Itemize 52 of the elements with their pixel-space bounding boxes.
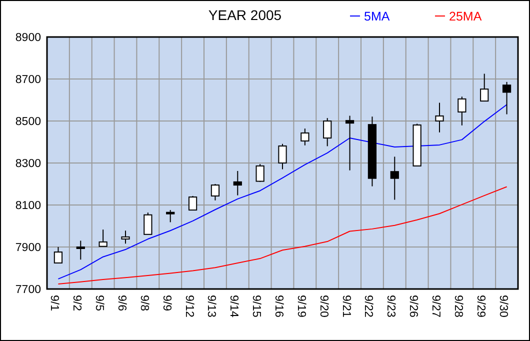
x-tick-label: 9/1 xyxy=(48,295,60,311)
x-tick-label: 9/20 xyxy=(317,295,330,318)
candlestick xyxy=(210,184,220,201)
x-tick-label: 9/8 xyxy=(138,295,150,311)
line-series xyxy=(58,104,508,280)
candlestick xyxy=(144,212,152,235)
x-tick-label: 9/30 xyxy=(496,295,509,318)
line-series xyxy=(58,186,508,284)
candlestick xyxy=(323,118,332,147)
x-tick-label: 9/14 xyxy=(228,295,240,318)
x-tick-label: 9/12 xyxy=(182,295,195,318)
x-tick-label: 9/6 xyxy=(115,295,128,311)
candlestick xyxy=(121,230,130,244)
y-tick-label: 8700 xyxy=(15,74,41,86)
candlestick xyxy=(98,229,108,247)
y-tick-label: 8100 xyxy=(15,200,41,212)
y-tick-label: 7900 xyxy=(15,242,41,254)
candlestick xyxy=(458,96,466,126)
candlestick xyxy=(480,73,489,102)
x-tick-label: 9/28 xyxy=(452,295,464,318)
x-tick-label: 9/23 xyxy=(384,295,397,318)
candlestick xyxy=(435,102,444,133)
candlestick xyxy=(345,115,354,171)
candlestick xyxy=(188,195,198,211)
candlestick xyxy=(502,81,512,115)
x-tick-label: 9/2 xyxy=(70,295,83,311)
x-tick-label: 9/26 xyxy=(407,295,420,318)
x-tick-label: 9/19 xyxy=(294,295,307,318)
x-tick-label: 9/27 xyxy=(429,295,442,318)
x-tick-label: 9/22 xyxy=(362,295,374,318)
x-tick-label: 9/5 xyxy=(93,295,106,311)
candlestick xyxy=(54,246,63,264)
x-tick-label: 9/15 xyxy=(250,295,262,318)
chart-title: YEAR 2005 xyxy=(208,7,282,23)
candlestick xyxy=(256,164,264,182)
x-tick-label: 9/13 xyxy=(205,295,218,318)
y-tick-label: 8900 xyxy=(15,32,41,44)
candlestick xyxy=(166,210,175,223)
x-tick-label: 9/21 xyxy=(340,295,352,318)
candlestick xyxy=(233,170,242,196)
y-tick-label: 8300 xyxy=(15,158,41,170)
legend-label: 25MA xyxy=(449,9,482,24)
x-tick-label: 9/9 xyxy=(160,295,172,311)
candlestick xyxy=(76,240,85,260)
candlestick xyxy=(300,128,310,146)
candlestick xyxy=(278,143,287,170)
candlestick xyxy=(390,156,399,200)
legend-label: 5MA xyxy=(364,9,390,24)
y-tick-label: 7700 xyxy=(15,284,41,296)
y-tick-label: 8500 xyxy=(15,116,41,128)
x-tick-label: 9/29 xyxy=(474,295,486,318)
x-tick-label: 9/16 xyxy=(272,295,284,318)
